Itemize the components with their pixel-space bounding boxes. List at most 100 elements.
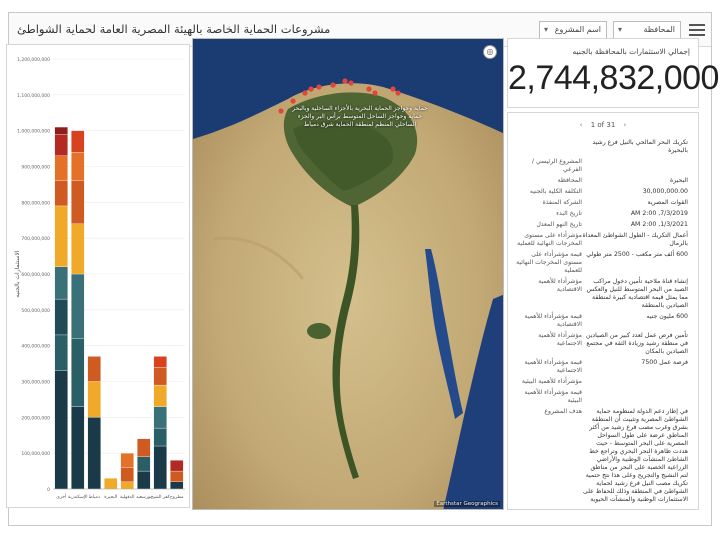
bar-segment	[153, 445, 167, 490]
y-tick-label: 700,000,000	[21, 236, 50, 242]
y-tick-label: 200,000,000	[21, 415, 50, 421]
previous-icon[interactable]: ‹	[579, 121, 583, 129]
bar-segment	[170, 470, 184, 482]
x-tick-label: بورسعيد	[136, 495, 151, 500]
investment-chart-panel: 1,200,000,000 1,100,000,000 1,000,000,000 9…	[6, 44, 190, 508]
detail-key	[512, 139, 582, 155]
detail-row: المحافظة البحيرة	[512, 177, 694, 185]
detail-key: قيمة مؤشرأداء على مستوى المخرجات النهائي…	[516, 251, 582, 274]
bar-segment	[54, 370, 68, 490]
y-tick-label: 0	[47, 487, 50, 493]
pager: ‹ 1 of 31 ›	[508, 121, 698, 129]
bar-segment	[71, 130, 85, 153]
detail-value: 30,000,000.00	[642, 188, 688, 195]
bar-segment	[120, 453, 134, 468]
x-tick-label: أخرى	[56, 493, 66, 500]
pager-text: 1 of 31	[590, 121, 616, 129]
next-icon[interactable]: ›	[623, 121, 627, 129]
stacked-bar-chart: 1,200,000,000 1,100,000,000 1,000,000,000 9…	[14, 57, 185, 500]
detail-value	[582, 158, 694, 174]
bar-segment	[54, 334, 68, 371]
detail-key: قيمة مؤشرأداء للأهمية البيئية	[524, 389, 582, 404]
bar-segment	[153, 356, 167, 368]
detail-value: تأمين فرص عمل لعدد كبير من الصيادين في م…	[585, 332, 688, 355]
bar-segment	[71, 152, 85, 181]
x-tick-label: البحيرة	[104, 495, 117, 500]
chevron-down-icon: ▾	[618, 25, 623, 34]
detail-value	[582, 378, 694, 386]
x-tick-label: كفر الشيخ	[151, 494, 171, 500]
detail-key: مؤشرأداء للأهمية الاجتماعية	[538, 332, 582, 347]
bar-segment	[71, 273, 85, 339]
detail-row: مؤشرأداء للأهمية الاجتماعية تأمين فرص عمل…	[512, 332, 694, 356]
detail-key: مؤشرأداء للأهمية البيئية	[521, 378, 582, 385]
bar-segment	[87, 356, 101, 382]
detail-value: إنشاء قناة ملاحية تأمين دخول مراكب الصيد…	[586, 278, 688, 309]
detail-value: 7/3/2019, 2:00 AM	[630, 210, 688, 217]
page-title: مشروعات الحماية الخاصة بالهيئة المصرية ا…	[17, 22, 331, 36]
detail-key: هدف المشروع	[544, 408, 582, 415]
detail-value: 1/3/2021, 2:00 AM	[630, 221, 688, 228]
map-popup-label: حماية وحواجز الحماية البحرية بالأجزاء ال…	[265, 105, 455, 129]
gulf-of-suez	[425, 249, 463, 419]
bar-segment	[54, 126, 68, 135]
kpi-card: إجمالي الاستثمارات بالمحافظة بالجنيه 2,7…	[507, 38, 719, 108]
bar-segment	[71, 180, 85, 224]
kpi-value: 2,744,832,000	[508, 59, 719, 97]
detail-key: الشركة المنفذة	[542, 199, 582, 206]
detail-key: قيمة مؤشرأداء للأهمية الاقتصادية	[524, 313, 582, 328]
bar-segment	[54, 155, 68, 181]
detail-value	[582, 389, 694, 405]
bar-segment	[153, 367, 167, 386]
bar-segment	[137, 438, 151, 457]
detail-row: قيمة مؤشرأداء على مستوى المخرجات النهائي…	[512, 251, 694, 275]
map-popup-line: الساحلي المنظم لمنطقة الحماية شرق دمياط	[303, 121, 417, 128]
detail-row: مؤشرأداء للأهمية البيئية	[512, 378, 694, 386]
detail-row: قيمة مؤشرأداء للأهمية الاجتماعية فرصة عمل…	[512, 359, 694, 375]
detail-value: القوات المصرية	[647, 199, 688, 206]
detail-value: البحيرة	[670, 177, 688, 184]
y-tick-label: 1,200,000,000	[17, 57, 50, 63]
y-tick-label: 900,000,000	[21, 165, 50, 171]
map-attribution: Earthstar Geographics	[434, 501, 500, 507]
project-markers[interactable]	[278, 78, 401, 114]
bar-segment	[137, 456, 151, 472]
menu-icon[interactable]	[689, 21, 705, 37]
detail-key: المشروع الرئيسي / الفرعي	[531, 158, 582, 173]
detail-key: التكلفة الكلية بالجنيه	[529, 188, 582, 195]
layers-icon[interactable]: ◎	[483, 45, 497, 59]
y-tick-label: 800,000,000	[21, 200, 50, 206]
governorate-select[interactable]: المحافظة ▾	[613, 21, 681, 39]
detail-key: مؤشرأداء للأهمية الاقتصادية	[538, 278, 582, 293]
bar-segment	[137, 470, 151, 490]
detail-row: الشركة المنفذة القوات المصرية	[512, 199, 694, 207]
detail-key: المحافظة	[557, 177, 582, 184]
detail-value: في إطار دعم الدولة لمنظومة حماية الشواطئ…	[582, 408, 688, 503]
satellite-map[interactable]	[193, 39, 504, 510]
nile-valley	[332, 205, 360, 479]
detail-row: تاريخ النهو المعدل 1/3/2021, 2:00 AM	[512, 221, 694, 229]
bar-segment	[54, 298, 68, 336]
map-panel[interactable]: حماية وحواجز الحماية البحرية بالأجزاء ال…	[192, 38, 504, 510]
bar-segment	[87, 381, 101, 418]
y-tick-label: 500,000,000	[21, 308, 50, 314]
y-tick-label: 1,100,000,000	[17, 93, 50, 99]
bar-segment	[54, 180, 68, 207]
map-popup-line: حماية وحواجز الحماية البحرية بالأجزاء ال…	[292, 105, 428, 112]
fayoum-oasis	[307, 323, 331, 339]
bar-segment	[87, 417, 101, 490]
project-details-panel: ‹ 1 of 31 › تكريك البحر المالحي بالنيل ف…	[507, 112, 699, 510]
bar-segment	[170, 481, 184, 490]
detail-row: هدف المشروع في إطار دعم الدولة لمنظومة حم…	[512, 408, 694, 504]
bar-segment	[120, 467, 134, 482]
kpi-label: إجمالي الاستثمارات بالمحافظة بالجنيه	[572, 47, 690, 56]
detail-value: تكريك البحر المالحي بالنيل فرع رشيد بالب…	[592, 139, 688, 154]
desert-ridge	[212, 236, 305, 280]
mediterranean-sea	[193, 39, 503, 139]
detail-row: التكلفة الكلية بالجنيه 30,000,000.00	[512, 188, 694, 196]
project-select[interactable]: اسم المشروع ▾	[539, 21, 607, 39]
bar-segment	[54, 205, 68, 267]
details-list: تكريك البحر المالحي بالنيل فرع رشيد بالب…	[512, 139, 694, 507]
x-tick-label: مطروح	[170, 495, 184, 500]
bar-segment	[71, 223, 85, 275]
